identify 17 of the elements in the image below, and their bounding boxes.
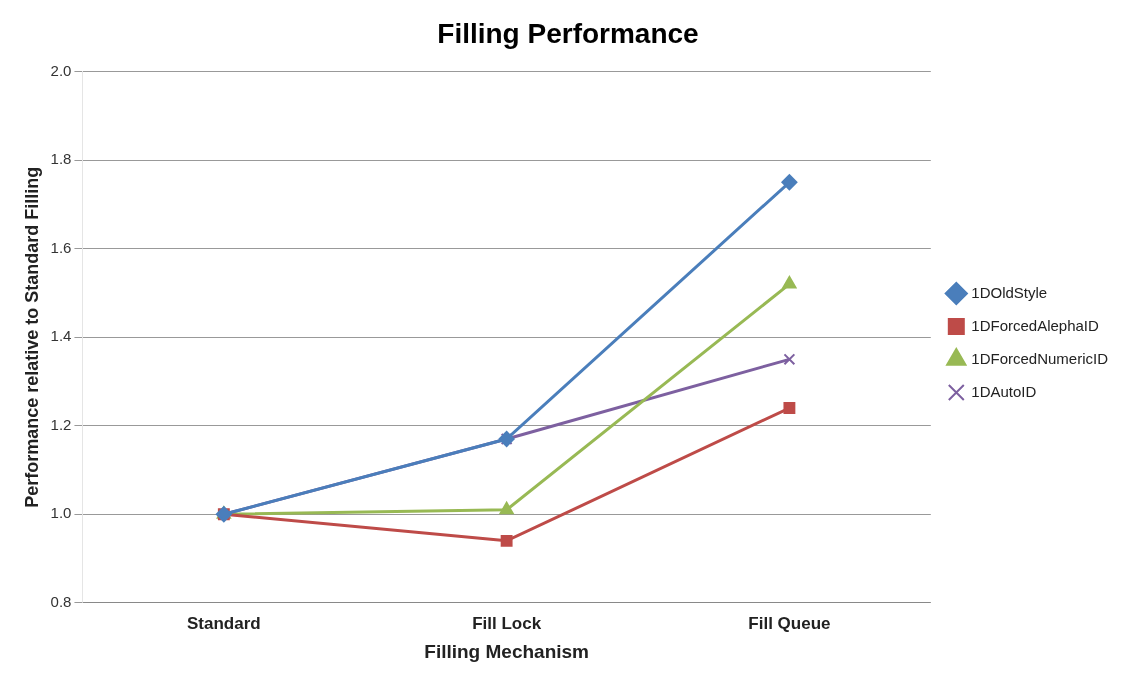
legend-label: 1DAutoID [971, 382, 1037, 400]
x-tick-label: Standard [187, 613, 261, 633]
y-tick-label: 0.8 [50, 592, 72, 610]
legend-label: 1DForcedNumericID [971, 349, 1109, 367]
y-tick-label: 1.0 [50, 504, 72, 522]
y-tick-label: 2.0 [50, 61, 72, 79]
x-tick-label: Fill Lock [472, 613, 542, 633]
chart-title: Filling Performance [437, 17, 699, 49]
legend-label: 1DForcedAlephaID [971, 316, 1100, 334]
y-axis-title: Performance relative to Standard Filling [21, 166, 42, 508]
y-tick-label: 1.6 [50, 238, 72, 256]
x-tick-label: Fill Queue [748, 613, 831, 633]
legend-label: 1DOldStyle [971, 283, 1048, 301]
y-tick-label: 1.4 [50, 327, 72, 345]
y-tick-label: 1.8 [50, 150, 72, 168]
x-axis-title: Filling Mechanism [424, 640, 589, 662]
y-tick-label: 1.2 [50, 415, 72, 433]
